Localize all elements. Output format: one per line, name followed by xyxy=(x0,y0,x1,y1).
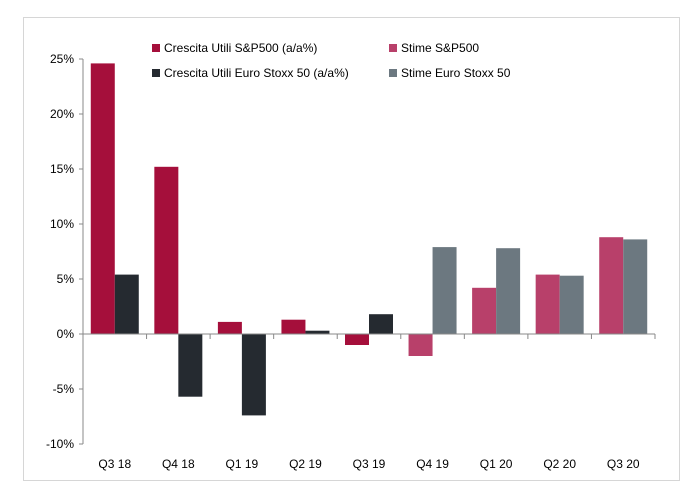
y-tick-label: 0% xyxy=(57,327,75,341)
x-tick-label: Q3 19 xyxy=(353,457,386,471)
bar xyxy=(535,274,560,334)
bar xyxy=(345,334,369,345)
legend-entry: Stime S&P500 xyxy=(389,41,479,55)
x-axis: Q3 18 Q4 18 Q1 19 Q2 19 Q3 19 Q4 19 Q1 20 Q2 20… xyxy=(82,333,656,471)
y-tick-label: 5% xyxy=(57,272,75,286)
bar xyxy=(472,287,497,334)
bars xyxy=(90,63,648,416)
bar xyxy=(114,274,139,334)
bar xyxy=(369,314,393,334)
legend-swatch xyxy=(389,44,397,52)
legend-swatch xyxy=(389,69,397,77)
x-tick-label: Q1 19 xyxy=(226,457,259,471)
legend-label: Stime Euro Stoxx 50 xyxy=(401,66,511,80)
legend-label: Crescita Utili S&P500 (a/a%) xyxy=(164,41,317,55)
y-tick-label: -10% xyxy=(46,437,74,451)
bar xyxy=(241,334,266,416)
legend: Crescita Utili S&P500 (a/a%) Stime S&P500… xyxy=(152,41,511,80)
bar xyxy=(599,237,624,334)
bar xyxy=(281,319,306,334)
x-tick-label: Q4 19 xyxy=(416,457,449,471)
legend-entry: Crescita Utili Euro Stoxx 50 (a/a%) xyxy=(152,66,349,80)
bar xyxy=(217,321,242,334)
bar xyxy=(559,275,584,334)
legend-label: Crescita Utili Euro Stoxx 50 (a/a%) xyxy=(164,66,349,80)
y-tick-label: -5% xyxy=(53,382,75,396)
bar xyxy=(496,248,521,334)
x-tick-label: Q2 19 xyxy=(289,457,322,471)
bar xyxy=(90,63,115,335)
y-tick-label: 15% xyxy=(50,162,74,176)
legend-swatch xyxy=(152,44,160,52)
bar xyxy=(154,166,179,334)
bar xyxy=(305,330,330,334)
x-tick-label: Q1 20 xyxy=(480,457,513,471)
y-axis: 25% 20% 15% 10% 5% 0% -5% -10% xyxy=(46,52,84,451)
legend-entry: Stime Euro Stoxx 50 xyxy=(389,66,511,80)
x-tick-label: Q4 18 xyxy=(162,457,195,471)
y-tick-label: 25% xyxy=(50,52,74,66)
legend-swatch xyxy=(152,69,160,77)
x-tick-label: Q3 20 xyxy=(607,457,640,471)
bar xyxy=(623,239,648,334)
bar xyxy=(408,334,433,356)
bar xyxy=(178,334,203,397)
bar xyxy=(432,247,457,334)
chart-frame xyxy=(23,17,680,481)
x-tick-label: Q2 20 xyxy=(543,457,576,471)
x-tick-label: Q3 18 xyxy=(98,457,131,471)
legend-entry: Crescita Utili S&P500 (a/a%) xyxy=(152,41,317,55)
y-tick-label: 10% xyxy=(50,217,74,231)
legend-label: Stime S&P500 xyxy=(401,41,479,55)
y-tick-label: 20% xyxy=(50,107,74,121)
